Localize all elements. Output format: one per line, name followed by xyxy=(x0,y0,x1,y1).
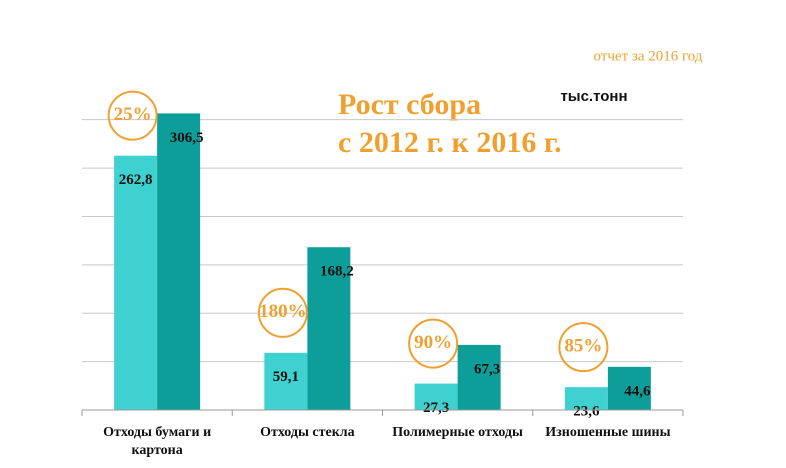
x-tick-label: Отходы стекла xyxy=(260,425,355,440)
x-tick-label: Полимерные отходы xyxy=(392,425,523,440)
bar xyxy=(457,344,501,410)
bar xyxy=(414,383,458,410)
growth-label: 90% xyxy=(414,332,452,353)
value-label: 27,3 xyxy=(423,400,449,416)
growth-label: 85% xyxy=(564,336,602,357)
growth-circle xyxy=(558,322,609,373)
unit-label: тыс.тонн xyxy=(560,88,627,105)
title-line: с 2012 г. к 2016 г. xyxy=(338,126,562,159)
x-tick-label: Изношенные шины xyxy=(545,425,671,440)
value-label: 67,3 xyxy=(474,361,500,377)
bar xyxy=(157,113,201,411)
x-tick-label: Отходы бумаги и картона xyxy=(103,425,212,458)
title-line: Рост сбора xyxy=(338,88,481,121)
bar xyxy=(264,352,308,410)
bar xyxy=(307,247,351,410)
growth-label: 25% xyxy=(114,104,152,125)
bar xyxy=(564,387,608,410)
value-label: 168,2 xyxy=(320,264,354,280)
value-label: 59,1 xyxy=(273,369,299,385)
bar xyxy=(114,155,158,410)
growth-circle xyxy=(107,90,158,141)
value-label: 262,8 xyxy=(119,172,153,188)
value-label: 23,6 xyxy=(573,404,600,420)
bar xyxy=(607,366,651,410)
value-label: 44,6 xyxy=(624,383,651,399)
report-note: отчет за 2016 год xyxy=(594,48,703,64)
growth-label: 180% xyxy=(259,301,307,322)
value-label: 306,5 xyxy=(170,130,204,146)
growth-circle xyxy=(408,318,459,369)
growth-circle xyxy=(257,287,308,338)
